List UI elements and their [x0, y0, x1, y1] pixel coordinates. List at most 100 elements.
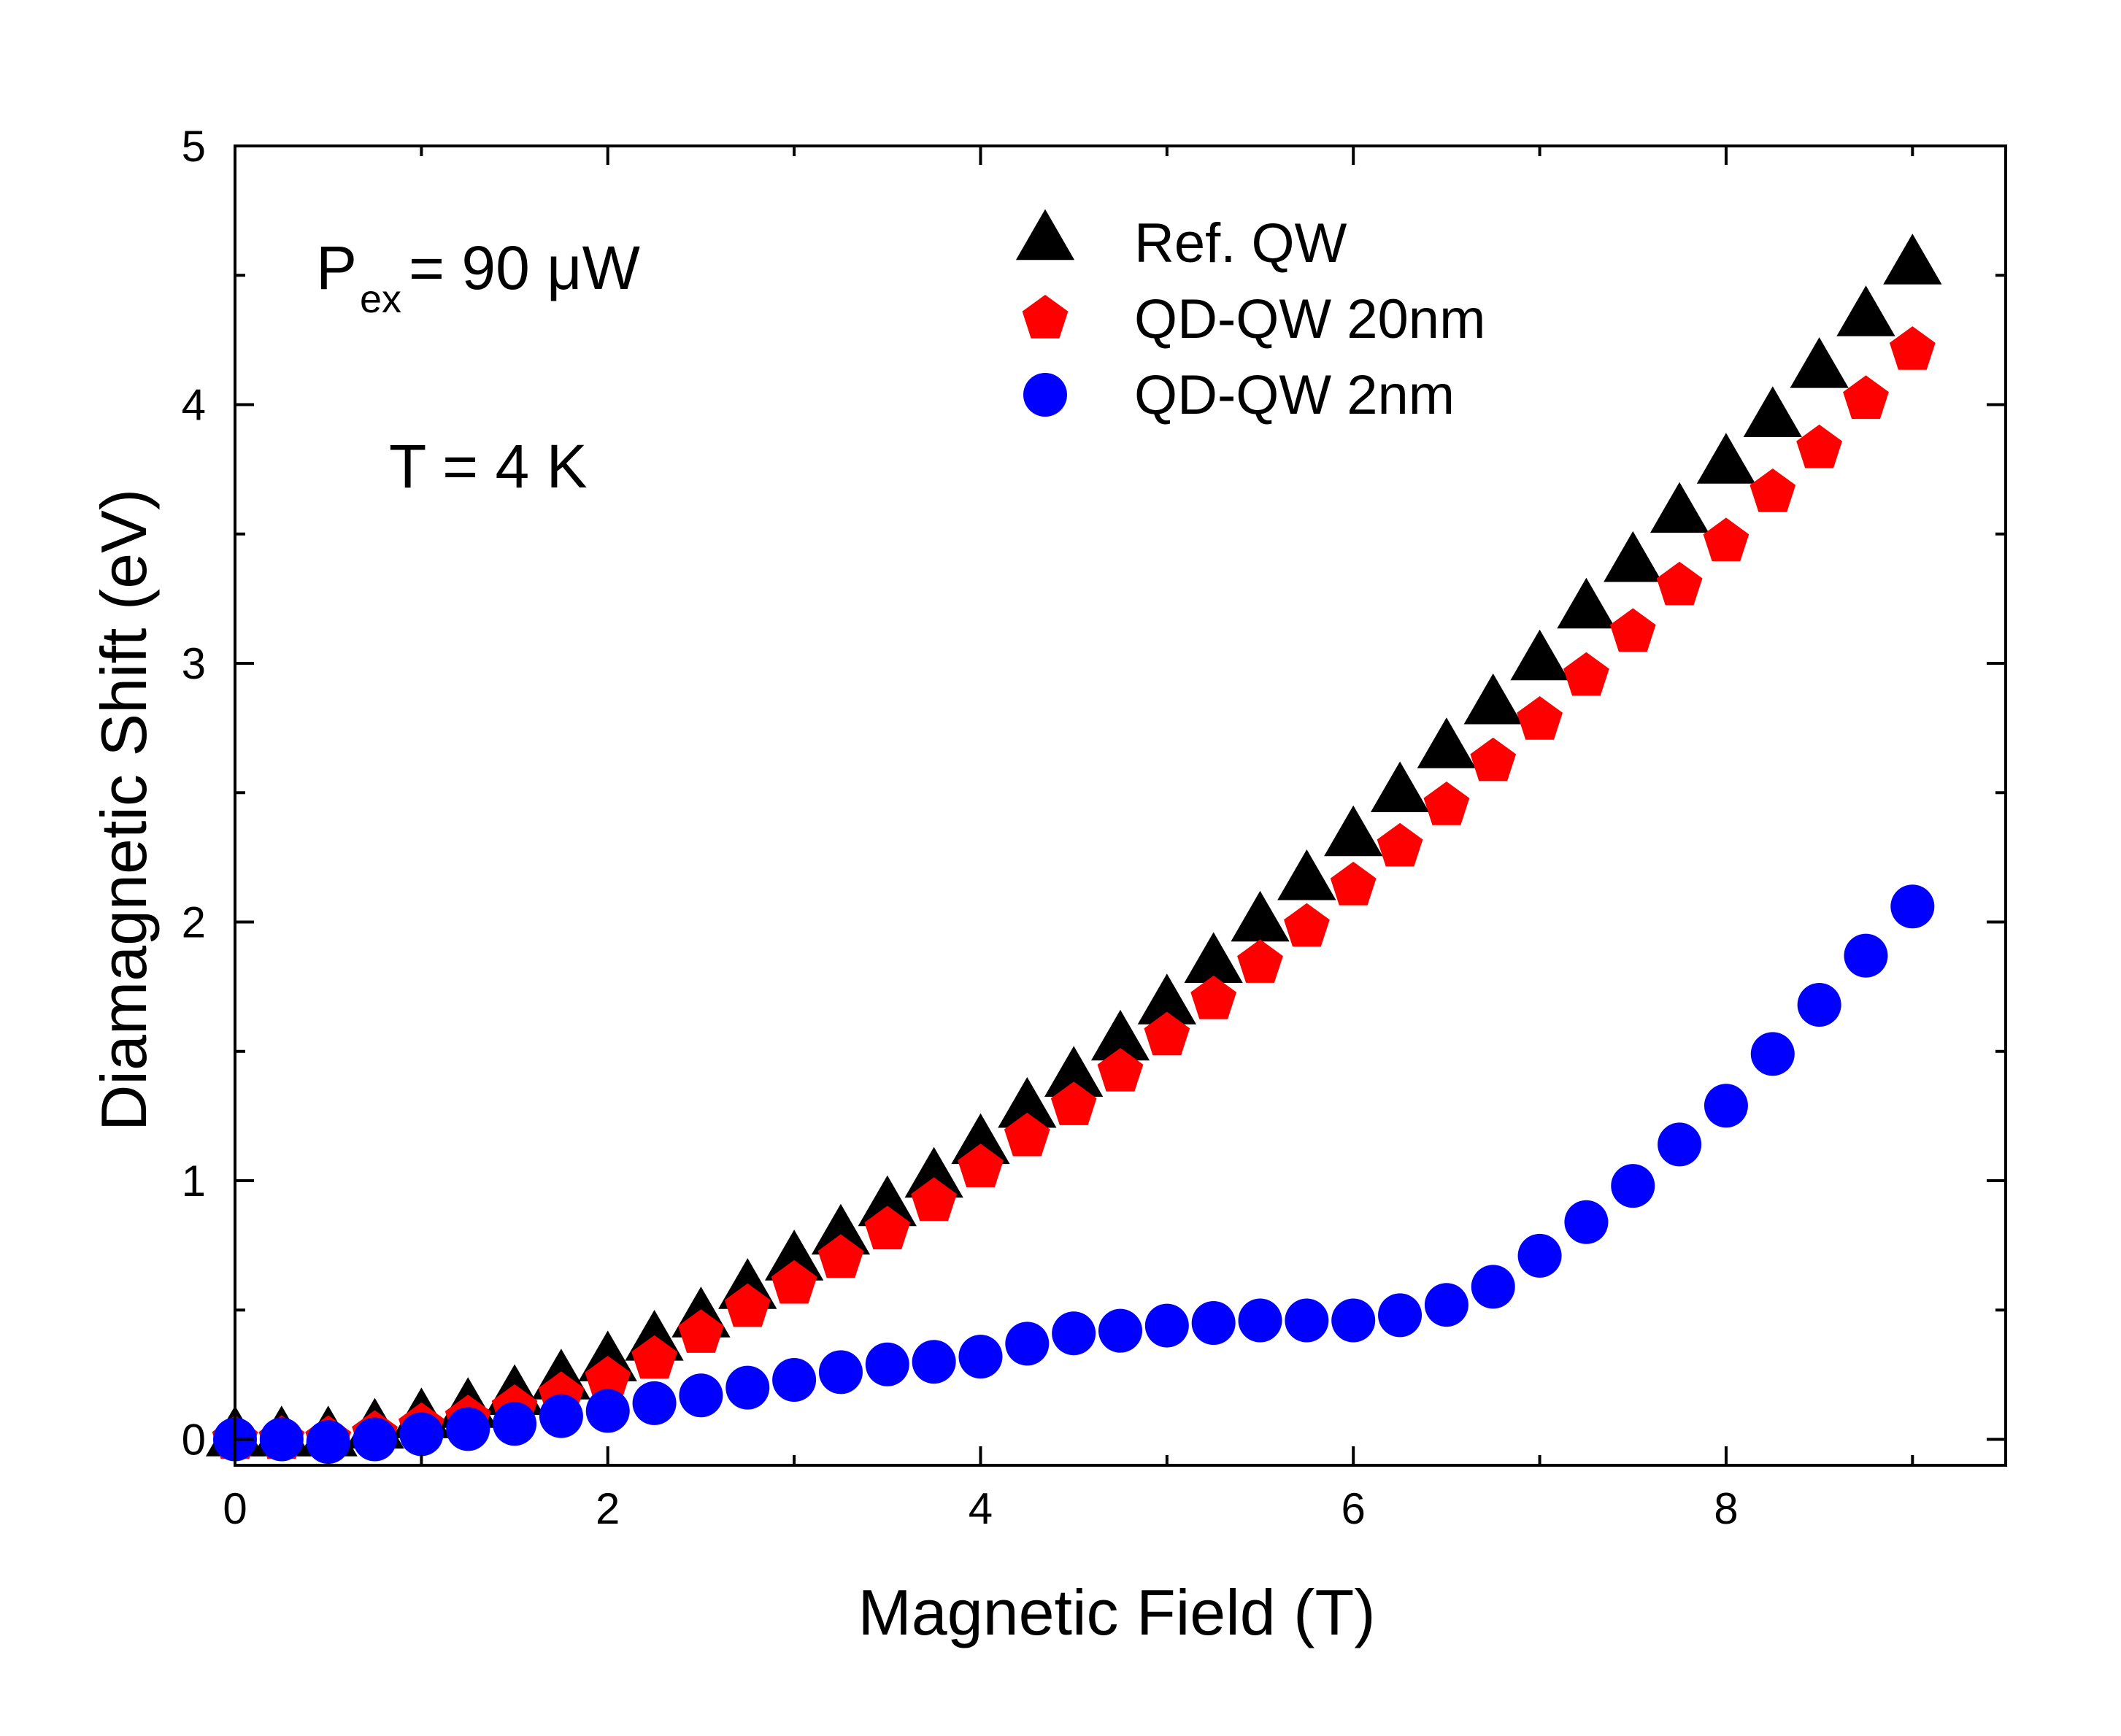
plot-frame — [234, 144, 2007, 1467]
power-annotation-subscript: ex — [360, 277, 401, 321]
data-point — [864, 1205, 911, 1250]
legend-label: QD-QW 2nm — [1134, 364, 1455, 426]
data-point — [911, 1177, 957, 1222]
data-point — [1331, 1298, 1376, 1343]
data-point — [1611, 1164, 1655, 1208]
legend-label: Ref. QW — [1134, 212, 1347, 274]
data-point — [1423, 782, 1470, 825]
data-point — [1237, 939, 1283, 983]
data-point — [1889, 326, 1936, 370]
data-point — [1797, 982, 1841, 1027]
data-point — [259, 1417, 304, 1462]
data-point — [1231, 890, 1290, 942]
data-point — [725, 1365, 770, 1410]
y-tick-label: 4 — [182, 381, 206, 430]
data-point — [771, 1259, 817, 1304]
data-point — [1277, 849, 1336, 900]
y-tick-label: 1 — [182, 1157, 206, 1205]
legend-marker — [1015, 209, 1075, 261]
data-point — [1890, 884, 1935, 929]
data-point — [1470, 737, 1517, 782]
data-point — [1696, 433, 1756, 484]
x-tick-label: 2 — [596, 1484, 620, 1533]
legend: Ref. QW QD-QW 20nm QD-QW 2nm — [1015, 209, 1485, 426]
y-tick-label: 3 — [182, 639, 206, 688]
data-point — [904, 1146, 963, 1198]
data-point — [1563, 652, 1609, 696]
data-point — [1004, 1112, 1050, 1157]
data-point — [865, 1342, 909, 1386]
data-point — [1050, 1081, 1097, 1125]
data-point — [1324, 805, 1383, 857]
data-point — [1703, 517, 1749, 562]
data-point — [1750, 1032, 1795, 1076]
x-tick-label: 8 — [1714, 1484, 1738, 1533]
data-point — [1090, 1009, 1150, 1061]
data-point — [1564, 1200, 1609, 1244]
data-point — [1517, 696, 1563, 740]
data-point — [1285, 1298, 1329, 1343]
data-point — [493, 1402, 537, 1446]
data-point — [1604, 531, 1663, 582]
data-point — [1378, 1293, 1423, 1338]
data-point — [1749, 468, 1796, 512]
data-point — [679, 1373, 723, 1418]
data-point — [958, 1335, 1003, 1379]
data-point — [399, 1412, 444, 1457]
data-point — [631, 1335, 677, 1379]
data-point — [353, 1417, 397, 1462]
data-point — [724, 1283, 771, 1327]
data-point — [1098, 1308, 1142, 1353]
legend-label: QD-QW 20nm — [1134, 288, 1485, 350]
plot-markers — [205, 234, 1942, 1465]
power-annotation-symbol: P — [316, 234, 357, 302]
data-point — [1704, 1084, 1748, 1128]
data-point — [446, 1407, 490, 1451]
data-point — [306, 1420, 350, 1465]
data-point — [1796, 424, 1842, 468]
data-point — [1097, 1048, 1144, 1092]
data-point — [1370, 761, 1430, 812]
data-point — [858, 1175, 917, 1227]
data-point — [1557, 577, 1616, 629]
x-tick-label: 6 — [1341, 1484, 1366, 1533]
data-point — [1517, 1233, 1562, 1278]
data-point — [1044, 1046, 1104, 1097]
x-tick-label: 0 — [223, 1484, 247, 1533]
y-tick-label: 5 — [182, 122, 206, 171]
data-point — [678, 1309, 724, 1353]
data-point — [1052, 1311, 1096, 1356]
y-tick-label: 2 — [182, 898, 206, 947]
data-point — [1005, 1322, 1050, 1366]
data-point — [1417, 717, 1476, 768]
data-point — [1190, 975, 1237, 1019]
data-point — [765, 1230, 824, 1281]
data-point — [539, 1394, 583, 1438]
data-point — [1238, 1298, 1282, 1343]
data-point — [1191, 1301, 1236, 1346]
data-point — [1650, 482, 1709, 533]
series-qd-qw-2nm — [213, 884, 1935, 1465]
data-point — [772, 1358, 817, 1403]
data-point — [1330, 861, 1377, 906]
data-point — [1184, 932, 1243, 983]
data-point — [1656, 561, 1703, 606]
data-point — [632, 1381, 677, 1425]
data-point — [585, 1356, 631, 1400]
data-point — [818, 1350, 863, 1394]
data-point — [585, 1389, 630, 1433]
x-tick-label: 4 — [969, 1484, 993, 1533]
temperature-annotation: T = 4 K — [389, 432, 588, 501]
data-point — [1284, 903, 1330, 947]
ticks: 0 2 4 6 8 0 1 2 3 4 5 — [182, 122, 2006, 1533]
data-point — [1510, 629, 1569, 681]
data-point — [1463, 673, 1523, 725]
data-point — [1424, 1283, 1468, 1327]
data-point — [1883, 234, 1942, 285]
y-tick-label: 0 — [182, 1416, 206, 1465]
legend-marker — [1022, 295, 1069, 339]
data-point — [1609, 608, 1656, 652]
data-point — [1144, 1011, 1190, 1056]
data-point — [1790, 337, 1849, 388]
